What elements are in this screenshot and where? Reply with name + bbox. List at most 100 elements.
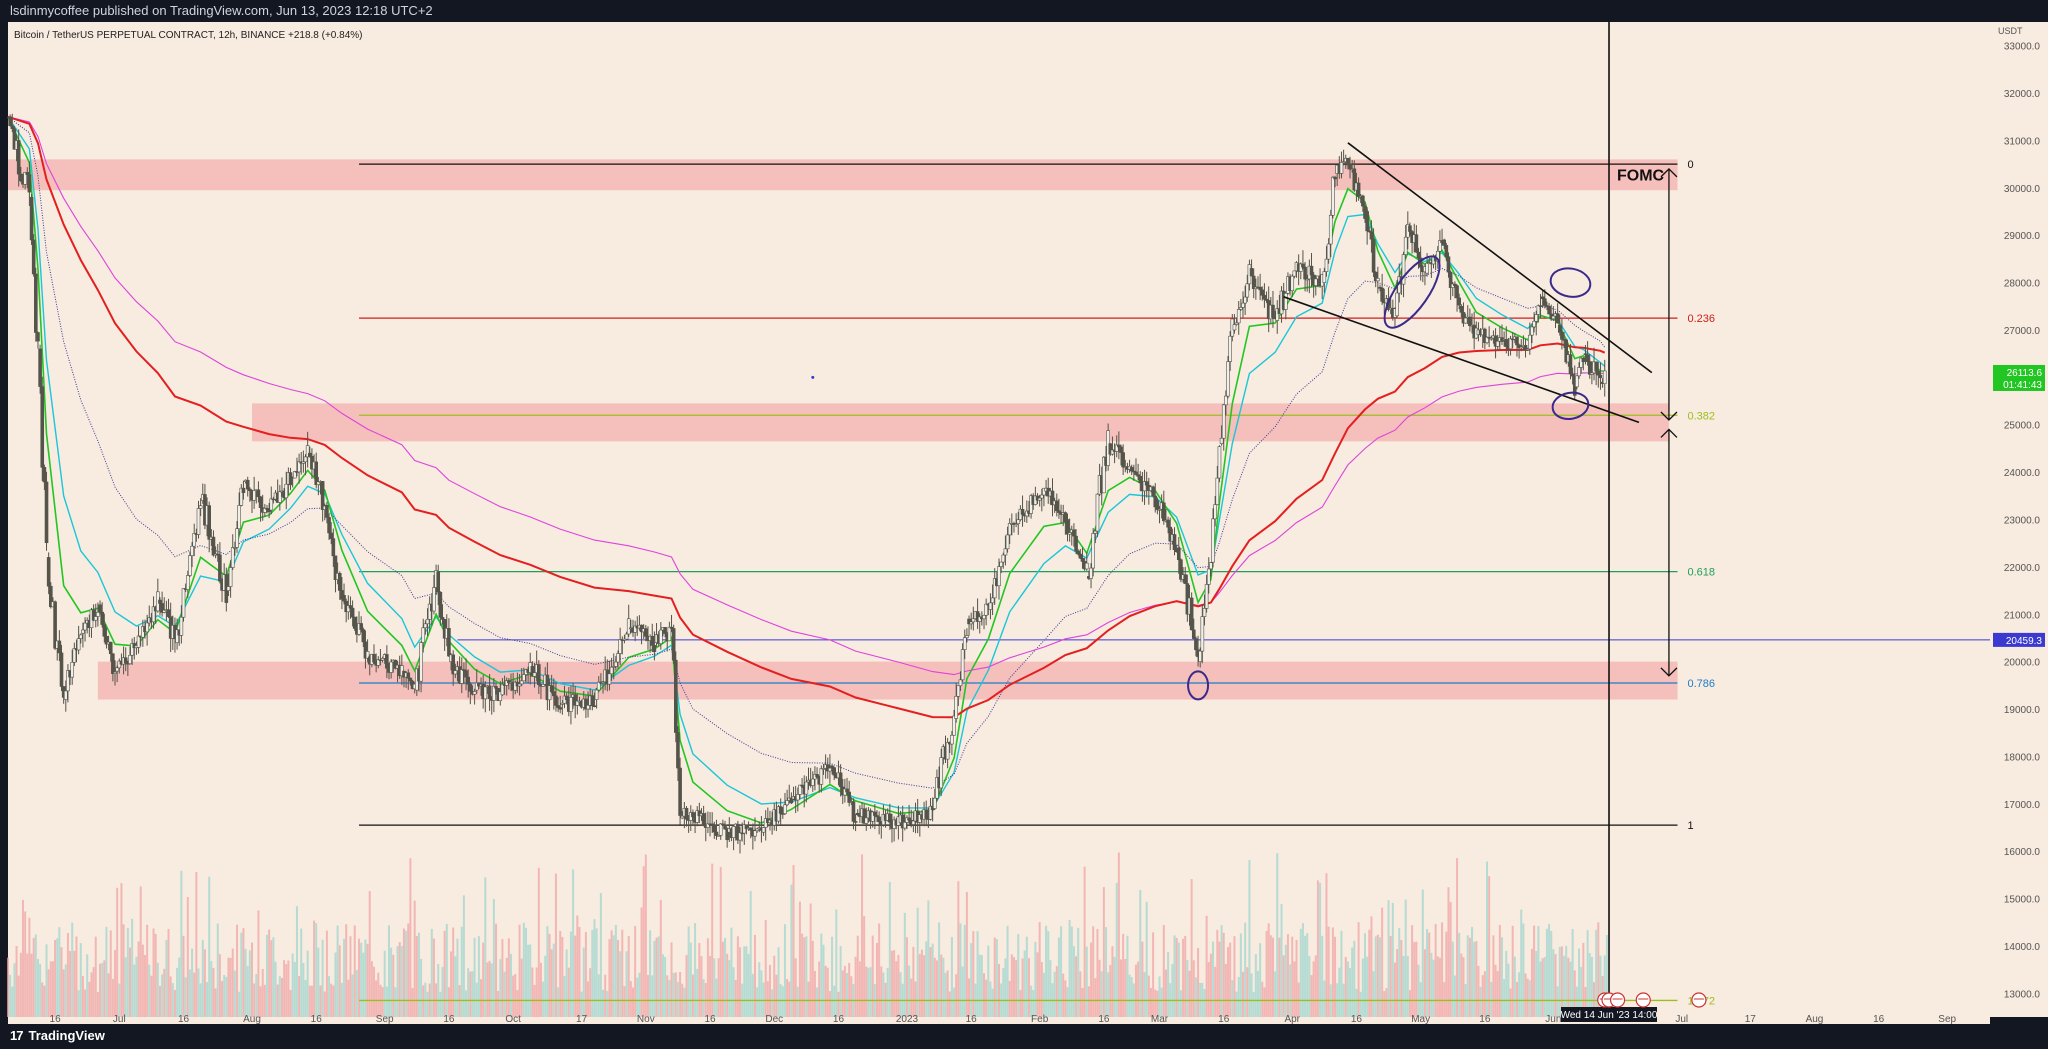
volume-bar xyxy=(180,870,183,1017)
candle-body xyxy=(466,676,470,685)
candle-body xyxy=(875,815,879,818)
volume-bar xyxy=(51,961,54,1017)
volume-bar xyxy=(1229,942,1232,1017)
candle-body xyxy=(59,652,64,687)
volume-bar xyxy=(238,991,241,1017)
volume-bar xyxy=(1053,971,1056,1017)
volume-bar xyxy=(105,926,108,1017)
volume-bar xyxy=(1149,987,1152,1017)
volume-bar xyxy=(343,938,346,1017)
candle-body xyxy=(1414,234,1419,253)
candle-body xyxy=(1301,263,1305,268)
candle-body xyxy=(1129,467,1134,472)
volume-bar xyxy=(554,873,557,1017)
volume-bar xyxy=(629,981,632,1017)
volume-bar xyxy=(253,983,256,1017)
volume-bar xyxy=(751,973,754,1017)
candle-body xyxy=(1215,477,1220,505)
volume-bar xyxy=(916,907,919,1017)
volume-bar xyxy=(1447,887,1450,1017)
candle-body xyxy=(1020,508,1025,515)
candle-body xyxy=(1243,296,1247,304)
candle-body xyxy=(1119,446,1123,453)
volume-bar xyxy=(471,971,474,1017)
volume-bar xyxy=(1083,866,1086,1017)
volume-bar xyxy=(700,956,703,1017)
volume-bar xyxy=(139,886,142,1017)
candle-body xyxy=(1324,258,1329,272)
volume-bar xyxy=(43,985,46,1017)
volume-bar xyxy=(589,968,592,1017)
volume-bar xyxy=(1400,939,1403,1017)
candle-body xyxy=(1333,176,1337,180)
volume-bar xyxy=(524,927,527,1017)
volume-bar xyxy=(1267,923,1270,1017)
candle-body xyxy=(252,490,256,501)
candle-body xyxy=(965,635,969,638)
volume-bar xyxy=(381,987,384,1017)
volume-bar xyxy=(1085,946,1088,1017)
x-tick-label: 16 xyxy=(833,1014,845,1024)
candle-body xyxy=(800,784,804,787)
volume-bar xyxy=(300,928,303,1017)
volume-bar xyxy=(1113,956,1116,1017)
volume-bar xyxy=(325,930,328,1017)
volume-bar xyxy=(345,924,348,1017)
volume-bar xyxy=(813,970,816,1017)
volume-bar xyxy=(998,964,1000,1017)
volume-bar xyxy=(1453,975,1456,1017)
volume-bar xyxy=(674,972,677,1017)
volume-bar xyxy=(702,979,705,1017)
tradingview-logo[interactable]: 17 TradingView xyxy=(10,1028,105,1043)
volume-bar xyxy=(803,937,806,1017)
volume-bar xyxy=(499,959,502,1017)
volume-bar xyxy=(910,978,913,1017)
volume-bar xyxy=(619,951,622,1017)
volume-bar xyxy=(798,901,801,1017)
volume-bar xyxy=(1100,971,1103,1017)
candle-body xyxy=(624,633,629,640)
candle-body xyxy=(1328,214,1333,245)
candles xyxy=(8,113,1607,854)
x-tick-label: 16 xyxy=(50,1014,62,1024)
volume-bar xyxy=(512,975,515,1017)
volume-bar xyxy=(1466,935,1469,1017)
volume-bar xyxy=(1323,980,1326,1017)
candle-body xyxy=(72,648,77,663)
candle-body xyxy=(680,815,685,819)
volume-bar xyxy=(295,906,298,1017)
x-tick-label: 16 xyxy=(443,1014,455,1024)
volume-bar xyxy=(503,971,506,1017)
volume-bar xyxy=(1254,954,1257,1017)
volume-bar xyxy=(1387,900,1390,1017)
volume-bar xyxy=(627,935,630,1017)
volume-bar xyxy=(959,923,962,1017)
volume-bar xyxy=(1010,954,1013,1017)
candle-body xyxy=(1142,481,1147,492)
volume-bar xyxy=(283,960,286,1017)
volume-bar xyxy=(1548,924,1551,1017)
volume-bar xyxy=(719,866,722,1017)
candle-body xyxy=(1538,305,1543,307)
volume-bar xyxy=(1605,935,1608,1017)
candle-body xyxy=(1179,559,1183,580)
price-chart[interactable]: 00.2360.3820.6180.78611.272FOMCUSDT33000… xyxy=(0,22,2048,1024)
candle-body xyxy=(1536,305,1541,315)
candle-body xyxy=(1457,297,1461,306)
volume-bar xyxy=(790,884,793,1017)
volume-bar xyxy=(953,987,956,1017)
candle-body xyxy=(969,621,973,625)
volume-bar xyxy=(1233,936,1236,1017)
candle-body xyxy=(678,767,682,816)
volume-bar xyxy=(1156,990,1159,1017)
volume-bar xyxy=(1554,954,1557,1017)
crosshair-date-text: Wed 14 Jun '23 14:00 xyxy=(1561,1010,1658,1021)
volume-bar xyxy=(920,949,923,1017)
volume-bar xyxy=(1584,986,1587,1017)
volume-bar xyxy=(531,967,534,1017)
candle-body xyxy=(190,545,194,556)
volume-bar xyxy=(529,944,532,1017)
volume-bar xyxy=(280,977,283,1017)
volume-bar xyxy=(392,954,395,1017)
volume-bar xyxy=(1002,967,1005,1017)
